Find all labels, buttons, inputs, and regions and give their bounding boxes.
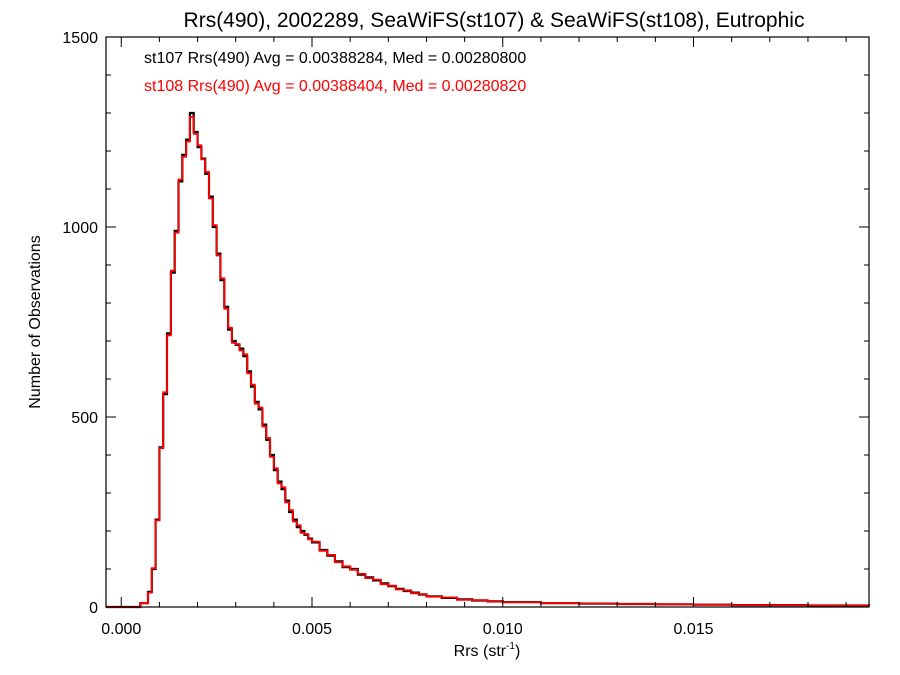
series-line-st107 bbox=[106, 111, 871, 609]
x-axis-label-superscript: -1 bbox=[506, 641, 515, 652]
y-tick-label: 0 bbox=[89, 600, 98, 617]
x-axis-label-close: ) bbox=[515, 643, 520, 660]
x-tick-label: 0.015 bbox=[673, 621, 713, 638]
chart-title: Rrs(490), 2002289, SeaWiFS(st107) & SeaW… bbox=[184, 9, 805, 32]
y-axis-label: Number of Observations bbox=[27, 235, 44, 408]
y-tick-label: 1000 bbox=[62, 220, 98, 237]
x-tick-label: 0.000 bbox=[101, 621, 141, 638]
y-tick-label: 1500 bbox=[62, 30, 98, 47]
annotation-st107: st107 Rrs(490) Avg = 0.00388284, Med = 0… bbox=[144, 50, 526, 67]
annotation-st108: st108 Rrs(490) Avg = 0.00388404, Med = 0… bbox=[144, 78, 526, 95]
series-line-st108 bbox=[106, 115, 870, 608]
x-tick-label: 0.005 bbox=[292, 621, 332, 638]
y-tick-label: 500 bbox=[71, 410, 98, 427]
series-layer bbox=[106, 111, 871, 609]
x-axis-label: Rrs (str-1) bbox=[454, 641, 521, 660]
ticks-layer: 0.000 0.005 0.010 0.015 0 500 1000 1500 bbox=[62, 30, 869, 638]
x-axis-label-main: Rrs (str bbox=[454, 643, 507, 660]
x-tick-label: 0.010 bbox=[483, 621, 523, 638]
plot-frame bbox=[105, 36, 870, 608]
